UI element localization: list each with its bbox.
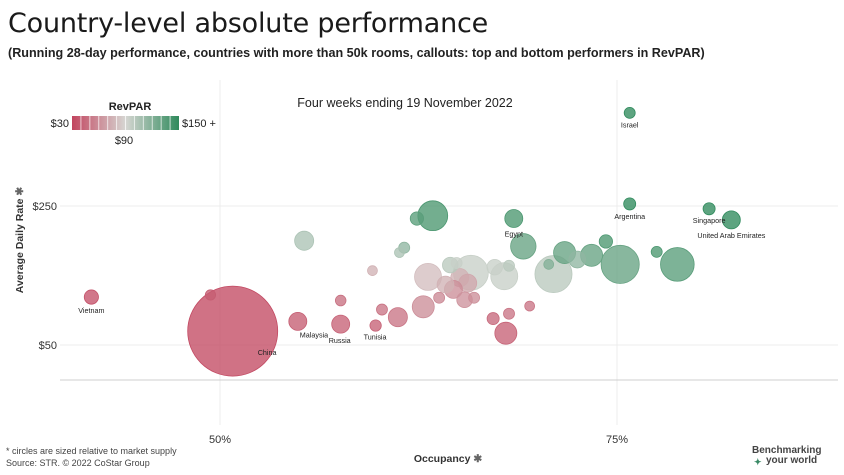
- legend-min-label: $30: [51, 118, 69, 130]
- data-point[interactable]: [367, 265, 378, 276]
- point-label: Egypt: [505, 230, 523, 239]
- legend-segment-lines: [80, 116, 171, 130]
- legend-max-label: $150 +: [182, 118, 216, 130]
- data-point[interactable]: [294, 230, 315, 251]
- data-point[interactable]: [411, 295, 435, 319]
- data-point[interactable]: [568, 250, 587, 269]
- data-point[interactable]: [524, 300, 535, 312]
- data-point[interactable]: [204, 289, 217, 301]
- grid-lines: 50% 75% $50 $250: [33, 80, 838, 446]
- page-subtitle: (Running 28-day performance, countries w…: [8, 46, 705, 60]
- data-point[interactable]: [503, 259, 515, 272]
- color-legend: RevPAR $30 $150 + $90: [51, 101, 216, 147]
- point-argentina[interactable]: [623, 197, 637, 211]
- point-china[interactable]: [187, 285, 279, 377]
- point-egypt[interactable]: [504, 209, 524, 228]
- data-point[interactable]: [600, 244, 640, 284]
- point-vietnam[interactable]: [83, 289, 99, 305]
- point-russia[interactable]: [331, 314, 351, 334]
- data-point[interactable]: [450, 257, 463, 269]
- data-point[interactable]: [409, 211, 424, 226]
- point-label: Vietnam: [78, 306, 104, 315]
- data-point[interactable]: [660, 247, 695, 282]
- brand-line-2: your world: [766, 455, 818, 466]
- brand-logo: Benchmarking your world ✦: [752, 445, 822, 468]
- x-tick-label: 50%: [209, 434, 231, 446]
- data-point[interactable]: [486, 258, 503, 276]
- point-label: Malaysia: [300, 330, 328, 339]
- data-point[interactable]: [468, 291, 480, 304]
- x-axis-title: Occupancy ✱: [414, 453, 483, 465]
- data-labels: China United Arab Emirates Egypt MalaysiaRu…: [78, 120, 765, 357]
- brand-mark-icon: ✦: [754, 457, 762, 467]
- point-malaysia[interactable]: [288, 311, 308, 331]
- data-point[interactable]: [503, 307, 515, 320]
- legend-title: RevPAR: [109, 101, 152, 113]
- page-title: Country-level absolute performance: [8, 8, 489, 39]
- y-tick-label: $250: [33, 201, 57, 213]
- data-point[interactable]: [543, 259, 555, 270]
- source-note: Source: STR. © 2022 CoStar Group: [6, 458, 150, 468]
- x-tick-label: 75%: [606, 434, 628, 446]
- data-point[interactable]: [486, 312, 500, 326]
- point-label: Singapore: [693, 216, 726, 225]
- data-point[interactable]: [598, 234, 613, 249]
- data-point[interactable]: [394, 247, 405, 258]
- point-label: China: [258, 348, 277, 357]
- legend-mid-label: $90: [115, 135, 133, 147]
- brand-line-1: Benchmarking: [752, 445, 822, 456]
- point-label: Tunisia: [364, 333, 387, 342]
- data-point[interactable]: [376, 303, 388, 316]
- data-point[interactable]: [650, 245, 663, 258]
- point-tunisia[interactable]: [369, 319, 382, 332]
- y-axis-title: Average Daily Rate ✱: [14, 187, 26, 294]
- data-point[interactable]: [510, 233, 537, 260]
- footnote: * circles are sized relative to market s…: [6, 446, 177, 456]
- data-point[interactable]: [436, 275, 455, 294]
- data-point[interactable]: [387, 307, 408, 328]
- point-singapore[interactable]: [702, 202, 716, 216]
- point-label: Argentina: [614, 212, 645, 221]
- data-point[interactable]: [433, 291, 446, 304]
- data-point[interactable]: [494, 321, 518, 345]
- point-united-arab-emirates[interactable]: [721, 210, 741, 230]
- point-israel[interactable]: [623, 106, 636, 119]
- point-label: United Arab Emirates: [697, 231, 765, 240]
- point-label: Russia: [329, 336, 351, 345]
- point-label: Israel: [621, 120, 639, 129]
- data-point[interactable]: [334, 294, 347, 307]
- chart-title: Four weeks ending 19 November 2022: [297, 96, 512, 110]
- y-tick-label: $50: [39, 340, 57, 352]
- data-points: [83, 106, 741, 377]
